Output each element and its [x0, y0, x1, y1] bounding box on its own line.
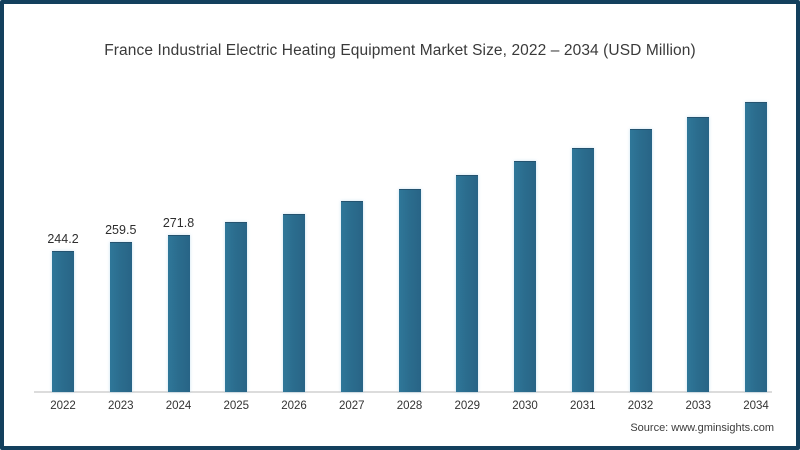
x-tick-2024: 2024: [165, 400, 192, 412]
x-tick-2032: 2032: [627, 400, 654, 412]
bar-rect-2028[interactable]: [398, 189, 421, 392]
bar-rect-2029[interactable]: [456, 175, 479, 392]
bar-rect-2033[interactable]: [687, 117, 710, 392]
bar-rect-2025[interactable]: [225, 222, 248, 392]
bar-2025[interactable]: [225, 222, 248, 392]
bar-2032[interactable]: [629, 128, 652, 392]
bar-2030[interactable]: [514, 161, 536, 392]
bar-rect-2023[interactable]: [109, 242, 132, 392]
bar-rect-2024[interactable]: [167, 235, 190, 392]
x-tick-2034: 2034: [743, 400, 769, 412]
bar-2031[interactable]: [571, 147, 594, 392]
bar-2023[interactable]: 259.5: [105, 223, 136, 392]
bar-2028[interactable]: [398, 189, 421, 392]
bar-2022[interactable]: 244.2: [47, 232, 79, 392]
bar-2033[interactable]: [687, 117, 710, 392]
bar-2029[interactable]: [456, 175, 479, 392]
bar-value-label-2024: 271.8: [162, 216, 195, 231]
x-tick-2026: 2026: [281, 400, 307, 412]
bar-value-label-2022: 244.2: [47, 232, 79, 246]
x-tick-2027: 2027: [338, 400, 365, 412]
bar-2026[interactable]: [283, 214, 305, 392]
bar-2027[interactable]: [340, 201, 363, 392]
source-attribution: Source: www.gminsights.com: [630, 422, 774, 434]
bar-rect-2030[interactable]: [514, 161, 536, 392]
bar-2034[interactable]: [745, 102, 767, 392]
bar-value-label-2023: 259.5: [105, 223, 137, 238]
bar-rect-2027[interactable]: [340, 201, 363, 392]
bar-rect-2031[interactable]: [571, 147, 594, 392]
x-tick-2033: 2033: [685, 400, 712, 412]
bar-rect-2034[interactable]: [745, 102, 767, 392]
x-tick-2030: 2030: [512, 400, 538, 412]
bar-2024[interactable]: 271.8: [163, 216, 194, 392]
bar-rect-2022[interactable]: [52, 251, 74, 392]
x-tick-2025: 2025: [223, 400, 250, 412]
x-tick-2023: 2023: [107, 400, 134, 412]
x-tick-2022: 2022: [50, 400, 76, 412]
x-tick-2028: 2028: [396, 400, 423, 412]
chart-title: France Industrial Electric Heating Equip…: [104, 42, 696, 59]
bar-rect-2032[interactable]: [629, 128, 652, 392]
bar-rect-2026[interactable]: [283, 214, 305, 392]
x-tick-2031: 2031: [569, 400, 596, 412]
x-tick-2029: 2029: [454, 400, 481, 412]
